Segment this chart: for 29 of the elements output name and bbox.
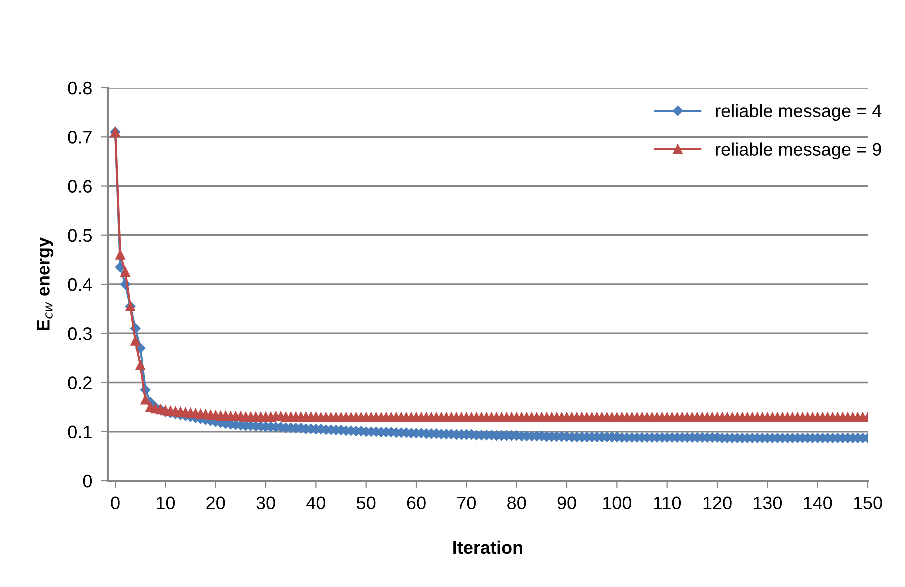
y-tick-label: 0.4 [68,278,92,292]
x-tick-label: 20 [206,496,226,510]
x-axis-title: Iteration [454,540,522,554]
y-tick-label: 0.1 [68,426,92,439]
x-tick-label: 80 [508,496,526,510]
y-tick-label: 0.6 [68,180,92,193]
x-tick-label: 30 [256,496,276,510]
x-tick-label: 140 [804,496,832,510]
x-tick-label: 70 [458,496,476,510]
y-axis-title: E$_{cw}$ energy [37,238,54,330]
y-tick-label: 0.7 [68,131,92,144]
x-tick-label: 120 [704,496,732,510]
y-tick-label: 0.2 [68,376,92,390]
x-tick-label: 10 [157,496,176,510]
y-tick-label: 0.3 [68,328,92,340]
x-tick-label: 50 [357,496,376,510]
x-tick-label: 60 [407,496,426,510]
x-tick-label: 90 [558,496,576,510]
x-tick-label: 110 [654,496,682,510]
legend-label: reliable message = 4 [716,104,882,122]
y-tick-label: 0.8 [68,82,92,95]
x-tick-label: 100 [603,496,632,510]
y-tick-label: 0.5 [68,229,92,242]
x-tick-label: 130 [754,496,782,510]
x-tick-label: 150 [854,496,882,510]
x-tick-label: 0 [111,496,120,510]
y-tick-label: 0 [83,474,92,488]
legend-label: reliable message = 9 [716,142,882,160]
x-tick-label: 40 [306,496,326,510]
